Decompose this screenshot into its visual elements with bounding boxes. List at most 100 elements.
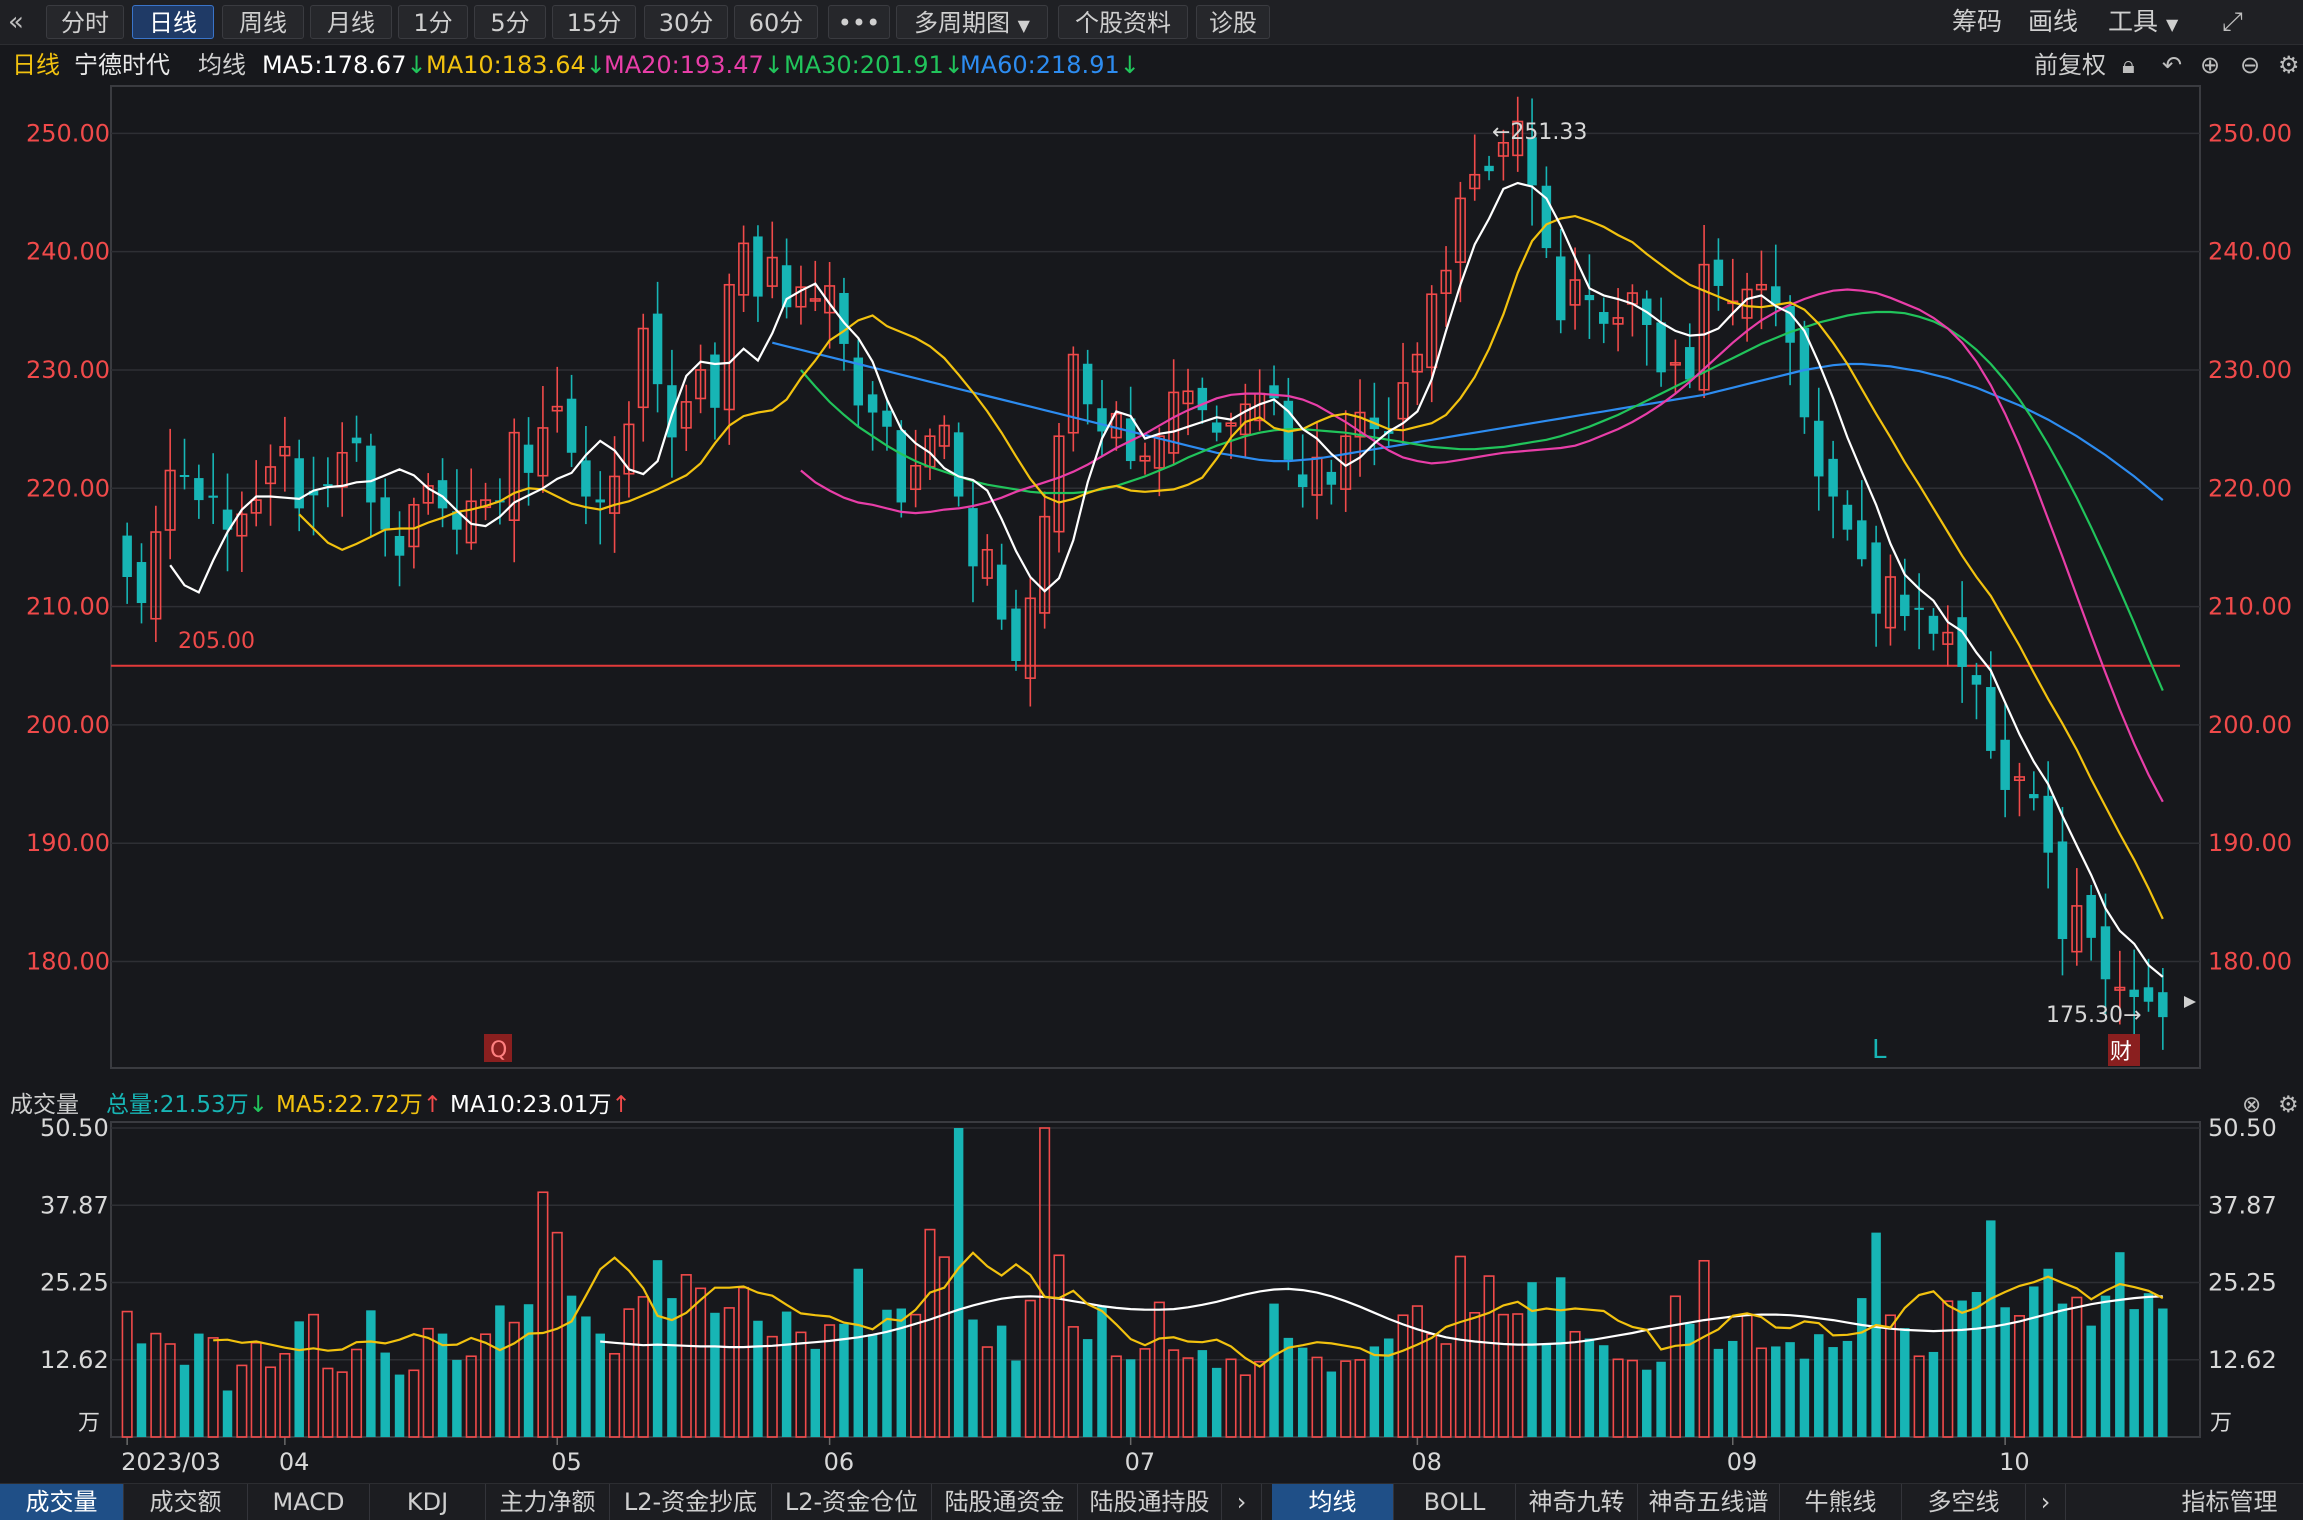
- fullscreen-icon[interactable]: ⤢: [2222, 7, 2243, 37]
- volume-bar-down: [1326, 1371, 1337, 1437]
- price-tick-label-right: 180.00: [2208, 948, 2292, 976]
- stock-name[interactable]: 宁德时代: [74, 51, 170, 79]
- candle-body-up: [1039, 515, 1051, 614]
- zoom-in-icon[interactable]: ⊕: [2200, 51, 2221, 79]
- candle-body-up: [1153, 435, 1165, 469]
- financial-report-marker[interactable]: [2108, 1034, 2140, 1066]
- ma10-line: [298, 214, 2164, 920]
- candle-body-up: [1612, 317, 1624, 325]
- volume-bar-up: [2071, 1296, 2083, 1438]
- more-periods-button[interactable]: •••: [828, 5, 890, 39]
- volume-bar-down: [1283, 1337, 1294, 1437]
- diagnose-button[interactable]: 诊股: [1196, 5, 1270, 39]
- tab-macd[interactable]: MACD: [248, 1484, 370, 1520]
- period-tab-1min[interactable]: 1分: [398, 5, 468, 39]
- candle-body-down: [1928, 615, 1939, 634]
- x-tick-label: 07: [1125, 1448, 1156, 1476]
- tab-bull-bear-line[interactable]: 牛熊线: [1780, 1484, 1902, 1520]
- event-marker-q[interactable]: [484, 1034, 512, 1062]
- period-tab-month[interactable]: 月线: [310, 5, 392, 39]
- tab-boll[interactable]: BOLL: [1394, 1484, 1516, 1520]
- period-tab-day[interactable]: 日线: [132, 5, 214, 39]
- chevron-right-icon[interactable]: ›: [2026, 1484, 2066, 1520]
- tab-hk-connect-holding[interactable]: 陆股通持股: [1078, 1484, 1222, 1520]
- period-tab-30min[interactable]: 30分: [644, 5, 728, 39]
- volume-bar-down: [1814, 1334, 1824, 1437]
- tools-dropdown[interactable]: 工具 ▼: [2108, 5, 2178, 39]
- period-tab-week[interactable]: 周线: [222, 5, 304, 39]
- volume-bar-up: [1340, 1360, 1352, 1438]
- candle-body-down: [1771, 286, 1781, 305]
- tab-l2-fund-bottom[interactable]: L2-资金抄底: [610, 1484, 772, 1520]
- volume-bar-down: [1857, 1298, 1867, 1437]
- period-tab-60min[interactable]: 60分: [734, 5, 818, 39]
- gear-icon[interactable]: ⚙: [2278, 1092, 2299, 1118]
- price-tick-label-right: 190.00: [2208, 829, 2292, 857]
- tab-main-net-amount[interactable]: 主力净额: [486, 1484, 610, 1520]
- candle-body-up: [1397, 382, 1409, 420]
- volume-bar-down: [839, 1323, 849, 1437]
- tab-magic-five-lines[interactable]: 神奇五线谱: [1638, 1484, 1780, 1520]
- period-tab-fenshi[interactable]: 分时: [46, 5, 124, 39]
- candle-body-down: [394, 535, 405, 556]
- volume-bar-down: [1771, 1346, 1781, 1437]
- chip-button[interactable]: 筹码: [1952, 7, 2003, 36]
- tab-magic-nine[interactable]: 神奇九转: [1516, 1484, 1638, 1520]
- kline-chart[interactable]: 250.00 250.00 240.00 240.00 230.00 230.00 220.…: [0, 0, 2303, 1483]
- tab-l2-fund-position[interactable]: L2-资金仓位: [772, 1484, 932, 1520]
- price-tick-label-right: 220.00: [2208, 474, 2292, 502]
- event-marker-l[interactable]: L: [1872, 1035, 1887, 1065]
- indicator-manage-button[interactable]: 指标管理: [2181, 1488, 2278, 1516]
- volume-bar-up: [938, 1256, 950, 1438]
- caret-down-icon: ▼: [2165, 15, 2179, 34]
- candle-body-down: [208, 495, 218, 498]
- price-adjust-label[interactable]: 前复权: [2034, 51, 2106, 79]
- volume-tick-label-left: 12.62: [40, 1346, 109, 1374]
- candle-body-up: [695, 369, 707, 400]
- volume-bar-down: [1082, 1339, 1093, 1437]
- volume-bar-up: [1483, 1275, 1495, 1438]
- volume-bar-down: [1125, 1359, 1136, 1437]
- price-tick-label-right: 230.00: [2208, 356, 2292, 384]
- volume-bar-up: [250, 1341, 262, 1438]
- double-chevron-left-icon[interactable]: «: [8, 7, 24, 37]
- close-icon[interactable]: ⊗: [2242, 1092, 2262, 1118]
- lock-icon[interactable]: 🔒︎: [2122, 51, 2135, 79]
- candle-body-down: [853, 357, 864, 406]
- tab-long-short-line[interactable]: 多空线: [1902, 1484, 2026, 1520]
- tab-ma[interactable]: 均线: [1272, 1484, 1394, 1520]
- candle-body-down: [294, 458, 304, 509]
- candle-body-down: [781, 265, 792, 308]
- candle-body-down: [2000, 739, 2010, 790]
- stock-info-button[interactable]: 个股资料: [1058, 5, 1188, 39]
- multi-period-dropdown[interactable]: 多周期图 ▼: [896, 5, 1048, 39]
- ma5-line: [169, 181, 2164, 978]
- tab-hk-connect-fund[interactable]: 陆股通资金: [932, 1484, 1078, 1520]
- chevron-right-icon[interactable]: ›: [1222, 1484, 1262, 1520]
- candle-body-down: [1584, 294, 1595, 301]
- tab-turnover[interactable]: 成交额: [124, 1484, 248, 1520]
- ma-type-label[interactable]: 均线: [198, 51, 246, 79]
- candle-body-down: [452, 511, 462, 530]
- candle-body-down: [581, 460, 591, 497]
- volume-bar-down: [2100, 1295, 2111, 1437]
- candle-body-up: [279, 446, 291, 457]
- period-tab-15min[interactable]: 15分: [552, 5, 636, 39]
- volume-bar-down: [1197, 1350, 1208, 1437]
- volume-bar-down: [595, 1333, 605, 1437]
- candle-body-down: [1842, 504, 1853, 530]
- volume-label[interactable]: 成交量: [10, 1092, 79, 1118]
- candle-body-up: [795, 286, 807, 308]
- volume-bar-down: [1656, 1361, 1666, 1437]
- gear-icon[interactable]: ⚙: [2278, 51, 2300, 79]
- zoom-out-icon[interactable]: ⊖: [2240, 51, 2261, 79]
- period-tab-5min[interactable]: 5分: [474, 5, 546, 39]
- undo-icon[interactable]: ↶: [2162, 51, 2183, 79]
- multi-period-label: 多周期图: [914, 9, 1011, 37]
- draw-line-button[interactable]: 画线: [2028, 7, 2079, 36]
- tab-volume[interactable]: 成交量: [0, 1484, 124, 1520]
- candle-body-down: [1900, 594, 1910, 617]
- price-tick-label-left: 230.00: [26, 356, 110, 384]
- candle-body-down: [2143, 987, 2154, 1002]
- tab-kdj[interactable]: KDJ: [370, 1484, 486, 1520]
